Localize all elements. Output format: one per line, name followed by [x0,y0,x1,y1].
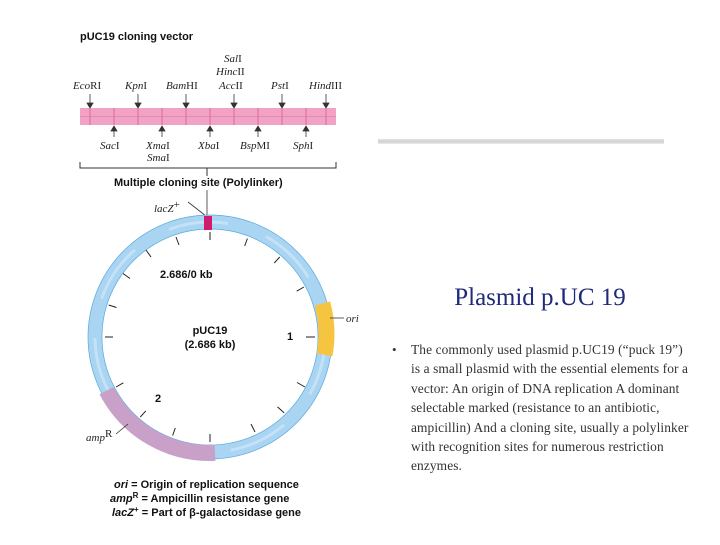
site-bamhi: BamHI [166,80,198,92]
amp-label: ampR [86,428,113,444]
site-sphi: SphI [293,140,314,152]
legend-row-ori: ori = Origin of replication sequence [114,479,299,491]
site-ecori: EcoRI [72,80,101,92]
legend: ori = Origin of replication sequence amp… [110,479,301,519]
site-kpni: KpnI [124,80,147,92]
site-bspmi: BspMI [240,140,270,152]
plasmid-size: (2.686 kb) [185,339,236,351]
ori-label: ori [346,313,359,325]
site-saci: SacI [100,140,120,152]
amp-segment [99,386,216,461]
site-hindiii: HindIII [308,80,342,92]
figure-heading: pUC19 cloning vector [80,31,194,43]
plasmid-name: pUC19 [193,325,228,337]
lacz-marker [204,216,212,230]
site-sali: SalI [224,53,242,65]
lacz-label: lacZ+ [154,199,180,215]
bullet-marker: • [392,342,397,357]
site-smai: SmaI [147,152,170,164]
puc19-figure: pUC19 cloning vector EcoRI KpnI BamHI Sa… [72,31,359,519]
legend-row-amp: ampR = Ampicillin resistance gene [110,491,289,505]
site-psti: PstI [270,80,289,92]
kb-marker-2: 2 [155,393,161,405]
site-accii: AccII [218,80,243,92]
kb-marker-1: 1 [287,331,293,343]
origin-coordinate: 2.686/0 kb [160,269,213,281]
bottom-arrows [110,125,310,137]
ring-ticks [105,232,315,442]
site-xmai: XmaI [145,140,170,152]
plasmid-map-svg: pUC19 cloning vector EcoRI KpnI BamHI Sa… [72,31,359,519]
slide-title: Plasmid p.UC 19 [454,284,626,311]
slide-body-text: The commonly used plasmid p.UC19 (“puck … [411,342,689,474]
ori-segment [314,301,335,357]
polylinker-dividers [89,108,327,125]
legend-row-lacz: lacZ+ = Part of β-galactosidase gene [112,505,301,519]
site-xbai: XbaI [197,140,220,152]
decorative-divider [378,139,664,144]
polylinker-label: Multiple cloning site (Polylinker) [114,177,283,189]
site-hincii: HincII [215,66,245,78]
top-arrows [86,94,330,109]
polylinker-bracket [79,162,337,169]
